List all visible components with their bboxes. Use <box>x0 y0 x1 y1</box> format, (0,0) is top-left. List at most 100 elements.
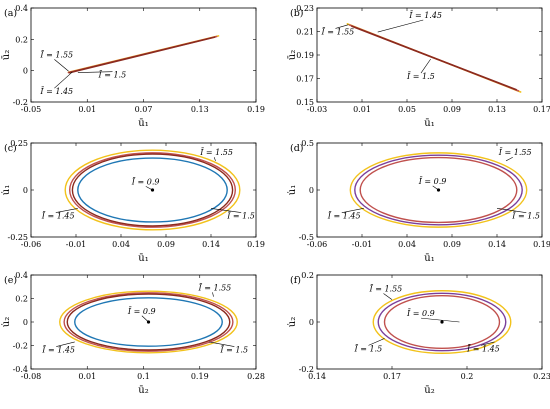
x-tick-label: -0.01 <box>352 240 373 249</box>
y-tick-label: 0 <box>23 67 28 76</box>
annotation-label: Ī = 1.45 <box>41 212 75 221</box>
x-tick-label: 0.23 <box>533 372 550 381</box>
y-tick-label: -0.4 <box>13 365 28 374</box>
annotation-leader <box>420 317 460 323</box>
y-tick-label: 0.17 <box>296 75 314 84</box>
axes-frame <box>316 274 543 370</box>
annotation-leader <box>212 292 214 297</box>
x-tick-label: -0.05 <box>21 105 42 114</box>
annotation-leader <box>480 341 495 346</box>
orbit-ellipse-2 <box>383 294 501 350</box>
x-tick-label: 0.17 <box>383 372 401 381</box>
orbit-ellipse-0 <box>372 290 512 354</box>
x-tick-label: 0.14 <box>488 240 506 249</box>
annotation-leader <box>77 71 113 73</box>
orbit-ellipse-2 <box>71 153 234 227</box>
plot-area <box>64 149 241 231</box>
y-axis-label: ū₂ <box>287 50 298 60</box>
x-axis-label: ū₂ <box>138 385 148 396</box>
annotation-leader <box>54 59 69 72</box>
x-tick-label: 0.09 <box>443 240 461 249</box>
x-tick-label: 0.19 <box>533 240 550 249</box>
plot-area <box>59 290 238 354</box>
y-tick-label: 0.21 <box>296 28 314 37</box>
y-axis-label: u̇₁ <box>287 185 298 195</box>
y-tick-label: 0.23 <box>296 4 314 13</box>
annotation-label: Ī = 1.55 <box>198 283 232 292</box>
panel-c: -0.06 -0.01 0.04 0.09 0.14 0.19 -0.25 0 0.25 ū₁ u̇… <box>1 139 265 264</box>
x-tick-label: 0.09 <box>157 240 175 249</box>
annotation-leader <box>141 315 149 323</box>
annotation-leader <box>55 208 78 213</box>
y-tick-label: -0.2 <box>13 342 28 351</box>
panel-letter: (b) <box>290 8 304 19</box>
y-tick-label: -0.25 <box>7 233 28 242</box>
x-axis-label: ū₁ <box>138 118 148 129</box>
y-tick-label: -0.2 <box>13 98 28 107</box>
annotation-leader <box>368 338 385 346</box>
annotation-leader <box>432 185 439 191</box>
panel-a: -0.05 0.01 0.07 0.13 0.19 -0.2 0 0.2 0.4 ū₁ ū₂ (a) Ī… <box>1 4 265 129</box>
x-tick-label: 0.2 <box>461 372 474 381</box>
y-tick-label: 0.15 <box>296 98 314 107</box>
y-tick-label: -0.5 <box>299 233 314 242</box>
panel-e: -0.08 0.01 0.1 0.19 0.28 -0.4 -0.2 0 0.2 0.4 ū₂ u̇₂… <box>1 271 265 396</box>
x-tick-label: 0.01 <box>353 105 371 114</box>
y-tick-label: 0.2 <box>15 35 28 44</box>
plot-area <box>372 290 512 354</box>
panel-b: -0.03 0.01 0.05 0.09 0.13 0.17 0.15 0.17 0.19 0.2… <box>287 4 550 129</box>
x-tick-label: 0.05 <box>398 105 416 114</box>
annotation-leader <box>505 156 513 162</box>
y-tick-label: 0.2 <box>301 271 314 280</box>
annotation-leader <box>210 208 242 213</box>
annotation-label: Ī = 1.5 <box>98 71 127 80</box>
annotation-label: Ī = 1.45 <box>39 87 73 96</box>
annotation-leader <box>496 208 527 213</box>
y-axis-label: ū₂ <box>1 50 12 60</box>
annotation-label: Ī = 0.9 <box>406 309 435 318</box>
x-tick-label: 0.01 <box>78 372 96 381</box>
orbit-ellipse-3 <box>74 297 223 347</box>
annotation-label: Ī = 1.5 <box>226 212 255 221</box>
annotation-label: Ī = 1.55 <box>498 148 532 157</box>
orbit-ellipse-1 <box>68 152 237 228</box>
annotation-label: Ī = 1.55 <box>199 148 233 157</box>
orbit-ellipse-2 <box>66 293 231 351</box>
x-tick-label: -0.01 <box>66 240 87 249</box>
y-tick-label: -0.2 <box>299 365 314 374</box>
annotation-leader <box>209 341 235 347</box>
annotation-leader <box>420 58 431 74</box>
panel-f: 0.14 0.17 0.2 0.23 -0.2 0 0.2 ū₂ u̇₂ (f) Ī = 1.55 Ī… <box>287 271 550 396</box>
orbit-ellipse-0 <box>349 152 528 228</box>
plot-area <box>349 152 528 228</box>
plot-area <box>346 23 522 93</box>
y-tick-label: 0.19 <box>296 51 314 60</box>
series-line-2 <box>68 36 216 74</box>
x-axis-label: ū₁ <box>138 253 148 264</box>
fixed-point-dot <box>440 320 444 324</box>
annotation-label: Ī = 1.45 <box>327 212 361 221</box>
x-tick-label: 0.13 <box>488 105 506 114</box>
x-tick-label: 0.19 <box>247 105 265 114</box>
annotation-label: Ī = 1.45 <box>408 11 442 20</box>
x-tick-label: -0.08 <box>21 372 42 381</box>
annotation-leader <box>341 208 364 213</box>
annotation-label: Ī = 0.9 <box>131 177 160 186</box>
x-axis-label: ū₂ <box>424 385 434 396</box>
x-tick-label: 0.01 <box>78 105 96 114</box>
annotation-leader <box>335 24 349 29</box>
annotation-label: Ī = 1.5 <box>219 346 248 355</box>
x-tick-label: 0.13 <box>191 105 209 114</box>
x-tick-label: 0.04 <box>112 240 130 249</box>
annotation-leader <box>213 157 216 161</box>
x-tick-label: 0.09 <box>443 105 461 114</box>
y-tick-label: 0.5 <box>301 139 314 148</box>
x-tick-label: -0.06 <box>307 240 328 249</box>
x-tick-label: 0.14 <box>202 240 220 249</box>
x-tick-label: -0.03 <box>307 105 328 114</box>
y-axis-label: u̇₁ <box>1 185 12 195</box>
x-tick-label: 0.19 <box>247 240 265 249</box>
x-axis-label: ū₁ <box>424 118 434 129</box>
x-tick-label: 0.19 <box>191 372 209 381</box>
